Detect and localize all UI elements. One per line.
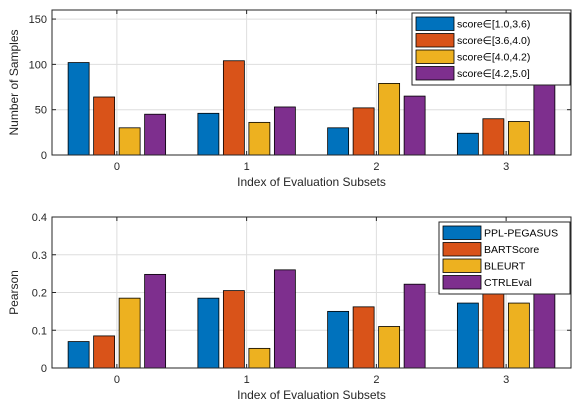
bar-1-s0-c3 — [456, 302, 479, 369]
bar-1-s2-c1 — [248, 347, 271, 369]
legend: score∈[1.0,3.6) score∈[3.6,4.0) score∈[4.0… — [411, 12, 571, 86]
legend-swatch-0 — [442, 225, 482, 240]
bar-1-s3-c1 — [273, 269, 296, 369]
chart-panel-1: 0 0.1 0.2 0.3 0.4 0 1 2 3 Index of Evaluation Sub… — [7, 212, 572, 402]
legend-entry-3: score∈[4.2,5.0] — [457, 68, 530, 80]
x-tick-label: 0 — [114, 161, 120, 173]
x-tick-label: 2 — [373, 161, 379, 173]
bar-1-s1-c3 — [482, 293, 505, 369]
x-tick-label: 3 — [503, 161, 509, 173]
x-axis-label: Index of Evaluation Subsets — [237, 388, 386, 402]
legend: PPL-PEGASUS BARTScore BLEURT CTRLEval — [438, 221, 571, 295]
y-tick-label: 0.2 — [32, 288, 47, 300]
bar-0-s0-c3 — [456, 132, 479, 156]
bar-1-s0-c2 — [327, 310, 350, 369]
y-tick-label: 0.3 — [32, 250, 47, 262]
legend-entry-1: BARTScore — [484, 244, 539, 256]
legend-entry-0: score∈[1.0,3.6) — [457, 19, 530, 31]
legend-entry-1: score∈[3.6,4.0) — [457, 35, 530, 47]
bar-1-s2-c0 — [118, 297, 141, 369]
y-tick-label: 0.4 — [32, 212, 47, 224]
legend-entry-2: BLEURT — [484, 261, 526, 273]
y-tick-label: 0 — [41, 150, 47, 162]
x-tick-label: 1 — [244, 374, 250, 386]
legend-swatch-3 — [442, 275, 482, 290]
bar-1-s2-c2 — [378, 326, 401, 369]
bar-0-s2-c2 — [378, 83, 401, 156]
legend-swatch-2 — [442, 258, 482, 273]
bar-0-s3-c0 — [144, 113, 167, 156]
bar-1-s0-c1 — [197, 297, 220, 369]
bar-1-s3-c0 — [144, 273, 167, 369]
legend-swatch-3 — [415, 66, 455, 81]
x-tick-label: 0 — [114, 374, 120, 386]
bar-1-s3-c3 — [533, 288, 556, 369]
legend-swatch-1 — [415, 33, 455, 48]
chart-panel-0: 0 50 100 150 0 1 2 3 Index of Evaluation Subsets… — [7, 9, 572, 189]
bar-0-s2-c1 — [248, 121, 271, 156]
y-tick-label: 0 — [41, 363, 47, 375]
legend-entry-0: PPL-PEGASUS — [484, 228, 558, 240]
plot-area-frame — [51, 9, 572, 156]
legend-swatch-1 — [442, 242, 482, 257]
legend-entry-3: CTRLEval — [484, 277, 532, 289]
bar-0-s1-c1 — [222, 60, 245, 156]
x-axis-label: Index of Evaluation Subsets — [237, 175, 386, 189]
bar-0-s0-c1 — [197, 112, 220, 156]
bar-1-s3-c2 — [403, 283, 426, 369]
legend-swatch-0 — [415, 16, 455, 31]
bar-0-s2-c0 — [118, 127, 141, 156]
bar-0-s1-c0 — [93, 96, 116, 156]
bar-1-s1-c2 — [352, 306, 375, 369]
y-tick-label: 150 — [29, 14, 47, 26]
bar-0-s0-c0 — [67, 62, 90, 156]
legend-swatch-2 — [415, 49, 455, 64]
bar-0-s1-c3 — [482, 118, 505, 156]
bar-0-s3-c1 — [273, 106, 296, 156]
x-tick-label: 2 — [373, 374, 379, 386]
bar-1-s0-c0 — [67, 341, 90, 369]
bar-0-s3-c2 — [403, 95, 426, 156]
bar-1-s1-c0 — [93, 335, 116, 369]
bar-0-s0-c2 — [327, 127, 350, 156]
x-tick-label: 1 — [244, 161, 250, 173]
legend-entry-2: score∈[4.0,4.2) — [457, 52, 530, 64]
y-tick-label: 50 — [35, 105, 47, 117]
bar-0-s1-c2 — [352, 107, 375, 156]
y-axis-label: Pearson — [7, 270, 21, 315]
bar-1-s2-c3 — [507, 302, 530, 369]
y-axis-label: Number of Samples — [7, 29, 21, 135]
x-tick-label: 3 — [503, 374, 509, 386]
bar-0-s2-c3 — [507, 121, 530, 156]
bar-1-s1-c1 — [222, 290, 245, 369]
y-tick-label: 100 — [29, 59, 47, 71]
y-tick-label: 0.1 — [32, 325, 47, 337]
